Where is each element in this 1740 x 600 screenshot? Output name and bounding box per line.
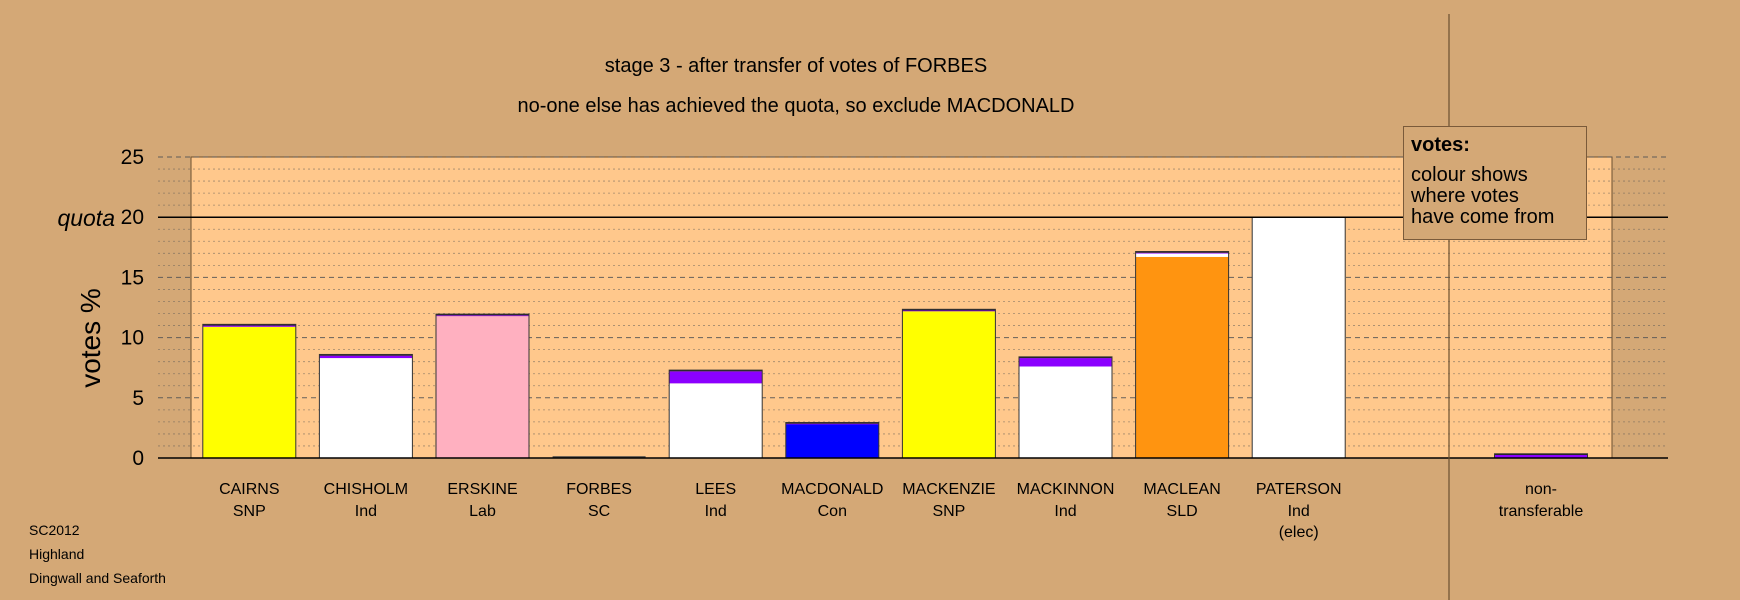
x-label-name-chisholm: CHISHOLM [324,481,408,498]
bar-maclean-segment-1 [1135,253,1229,257]
x-label-party-mackinnon: Ind [1054,503,1076,520]
bar-nontransferable-segment-1 [1494,453,1588,455]
bar-erskine-segment-2 [436,314,529,316]
bar-cairns-segment-1 [202,325,296,327]
bars [202,216,1588,459]
bar-nontransferable-segment-0 [1494,454,1588,458]
bar-chisholm-segment-0 [319,358,413,458]
x-label-name-paterson: PATERSON [1256,481,1342,498]
y-tick-15: 15 [121,266,144,289]
y-tick-0: 0 [132,447,144,470]
bar-chisholm-segment-2 [319,354,413,356]
x-label-name-maclean: MACLEAN [1143,481,1220,498]
bar-maclean-segment-3 [1135,251,1229,253]
bar-lees-segment-1 [669,371,763,384]
y-tick-20: 20 [121,206,144,229]
y-tick-5: 5 [132,387,144,410]
x-label-party-erskine: Lab [469,503,496,520]
note-ward: Dingwall and Seaforth [29,570,166,586]
quota-label: quota [57,205,115,231]
y-tick-25: 25 [121,146,144,169]
note-council: Highland [29,546,85,562]
bar-mackenzie-segment-1 [902,310,996,312]
x-label-party-forbes: SC [588,503,610,520]
y-tick-labels: 0 5 10 15 20 25 [121,146,144,470]
bar-lees-segment-2 [669,370,763,372]
bar-macdonald-segment-0 [785,424,879,458]
note-election: SC2012 [29,522,80,538]
legend-body: colour shows where votes have come from [1411,164,1555,228]
x-label-party-mackenzie: SNP [932,503,965,520]
plot-background [190,156,1613,459]
x-labels: CAIRNS SNP CHISHOLM Ind ERSKINE Lab FORBES SC LE… [219,481,1583,541]
bar-mackinnon-segment-0 [1019,366,1112,458]
bar-mackenzie-segment-2 [902,309,996,311]
x-label-name-mackenzie: MACKENZIE [902,481,995,498]
legend-box: votes: colour shows where votes have com… [1403,126,1587,240]
bar-mackenzie-segment-0 [902,311,996,458]
legend-title: votes: [1411,134,1470,156]
x-label-party-cairns: SNP [233,503,266,520]
chart-title: stage 3 - after transfer of votes of FOR… [605,55,987,77]
x-label-name-mackinnon: MACKINNON [1017,481,1115,498]
bar-cairns-segment-0 [202,326,296,458]
y-axis-label: votes % [75,288,106,388]
x-label-party-paterson: Ind [1288,503,1310,520]
bar-erskine-segment-1 [436,315,529,317]
y-tick-10: 10 [121,327,144,350]
bar-maclean-segment-2 [1135,252,1229,254]
bar-mackinnon-segment-1 [1019,358,1112,367]
x-label-name-forbes: FORBES [566,481,632,498]
x-label-name-cairns: CAIRNS [219,481,279,498]
bar-paterson-segment-0 [1252,217,1346,458]
x-label-name-macdonald: MACDONALD [781,481,883,498]
bar-erskine-segment-0 [436,315,529,458]
chart-subtitle: no-one else has achieved the quota, so e… [518,95,1075,117]
x-label-name-erskine: ERSKINE [447,481,517,498]
x-label-nontransferable-2: transferable [1499,503,1584,520]
bar-maclean-segment-0 [1135,256,1229,458]
x-label-party-chisholm: Ind [355,503,377,520]
x-label-nontransferable-1: non- [1525,481,1557,498]
x-label-party-lees: Ind [705,503,727,520]
x-label-party-maclean: SLD [1167,503,1198,520]
bar-chisholm-segment-1 [319,355,413,359]
x-label-extra-paterson: (elec) [1279,524,1319,541]
bar-macdonald-segment-1 [785,423,879,425]
x-label-name-lees: LEES [695,481,736,498]
bar-cairns-segment-2 [202,324,296,326]
x-label-party-macdonald: Con [818,503,847,520]
bar-mackinnon-segment-2 [1019,356,1112,359]
bar-lees-segment-0 [669,383,763,458]
bar-macdonald-segment-2 [785,422,879,424]
